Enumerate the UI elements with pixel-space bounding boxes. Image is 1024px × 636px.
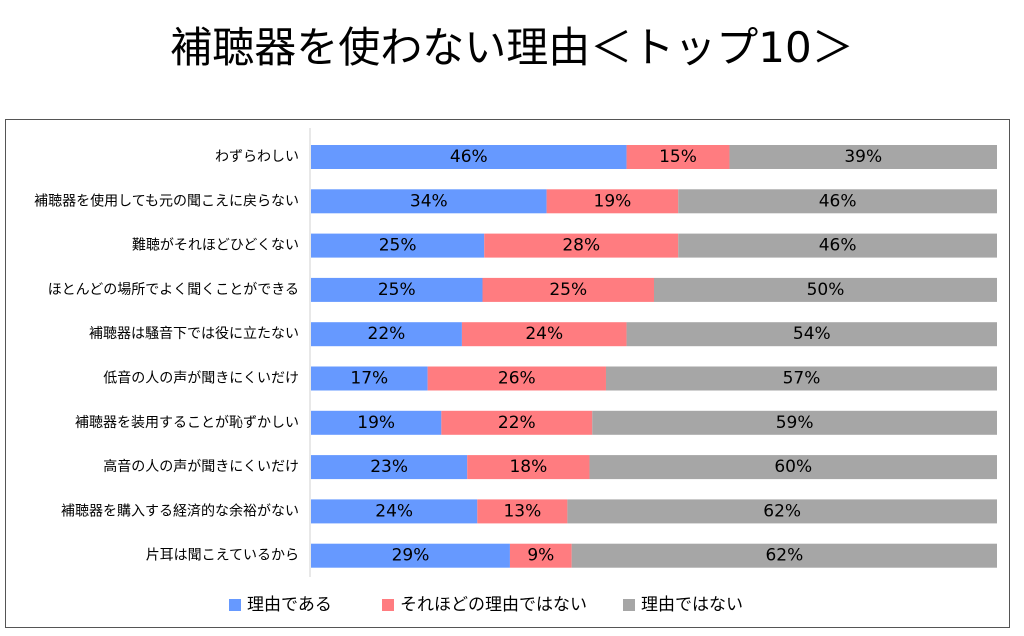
bar-segment (311, 233, 485, 258)
data-label: 60% (774, 457, 812, 477)
bar-segment (589, 455, 997, 480)
category-label: 片耳は聞こえているから (146, 548, 299, 564)
category-label: 補聴器は騒音下では役に立たない (89, 325, 299, 342)
data-label: 62% (763, 501, 801, 521)
bar-segment (729, 145, 997, 169)
bar-segment (626, 322, 997, 347)
bar-segment (467, 455, 590, 480)
category-label: 高音の人の声が聞きにくいだけ (103, 458, 299, 475)
chart-title: 補聴器を使わない理由＜トップ10＞ (170, 23, 854, 72)
data-label: 57% (783, 369, 821, 389)
data-label: 50% (807, 280, 845, 300)
data-label: 9% (527, 546, 554, 566)
legend-label: それほどの理由ではない (400, 595, 587, 615)
data-label: 24% (525, 324, 563, 344)
category-label: 補聴器を購入する経済的な余裕がない (61, 502, 299, 519)
bar-segment (605, 366, 997, 391)
legend-swatch (623, 599, 635, 611)
category-label: 難聴がそれほどひどくない (132, 238, 299, 254)
bar-segment (571, 543, 997, 568)
data-label: 23% (370, 457, 408, 477)
bar-segment (427, 366, 606, 391)
bar-segment (509, 543, 572, 568)
bar-segment (461, 322, 627, 347)
data-label: 39% (844, 147, 882, 167)
data-label: 19% (357, 413, 395, 433)
bar-segment (482, 277, 654, 302)
data-label: 24% (375, 501, 413, 521)
data-label: 22% (368, 324, 406, 344)
data-label: 18% (509, 457, 547, 477)
data-label: 59% (776, 413, 814, 433)
legend-swatch (229, 599, 241, 611)
chart-area: わずらわしい補聴器を使用しても元の聞こえに戻らない難聴がそれほどひどくないほとん… (5, 119, 1010, 628)
data-label: 54% (793, 324, 831, 344)
bar-segment (311, 410, 442, 435)
data-label: 19% (594, 191, 632, 211)
bar-segment (678, 189, 997, 214)
bar-segment (477, 499, 568, 524)
bar-segment (546, 189, 679, 214)
data-label: 25% (379, 236, 417, 256)
data-label: 13% (503, 501, 541, 521)
bar-segment (592, 410, 997, 435)
bar-segment (311, 145, 627, 169)
category-label: ほとんどの場所でよく聞くことができる (48, 282, 299, 298)
bar-segment (654, 277, 997, 302)
category-label: 補聴器を使用しても元の聞こえに戻らない (34, 192, 299, 209)
bar-segment (626, 145, 730, 169)
data-label: 22% (498, 413, 536, 433)
data-label: 62% (765, 546, 803, 566)
legend-label: 理由ではない (641, 595, 743, 615)
category-label: 低音の人の声が聞きにくいだけ (103, 370, 299, 387)
data-label: 25% (549, 280, 587, 300)
data-label: 26% (498, 369, 536, 389)
bar-segment (311, 499, 478, 524)
bar-segment (311, 189, 547, 214)
bar-segment (678, 233, 997, 258)
bar-segment (311, 366, 428, 391)
data-label: 25% (378, 280, 416, 300)
bar-segment (567, 499, 997, 524)
legend-swatch (382, 599, 394, 611)
bar-segment (311, 277, 483, 302)
data-label: 29% (392, 546, 430, 566)
category-label: 補聴器を装用することが恥ずかしい (75, 415, 299, 431)
legend-label: 理由である (247, 595, 332, 615)
bar-segment (441, 410, 593, 435)
data-label: 46% (819, 191, 857, 211)
bar-segment (311, 543, 510, 568)
data-label: 46% (450, 147, 488, 167)
bar-segment (311, 455, 468, 480)
data-label: 17% (350, 369, 388, 389)
data-label: 28% (562, 236, 600, 256)
data-label: 46% (819, 236, 857, 256)
bar-segment (311, 322, 462, 347)
data-label: 15% (659, 147, 697, 167)
data-label: 34% (410, 191, 448, 211)
category-label: わずらわしい (215, 149, 299, 165)
bar-segment (484, 233, 679, 258)
stacked-bar-chart: わずらわしい補聴器を使用しても元の聞こえに戻らない難聴がそれほどひどくないほとん… (34, 128, 997, 615)
